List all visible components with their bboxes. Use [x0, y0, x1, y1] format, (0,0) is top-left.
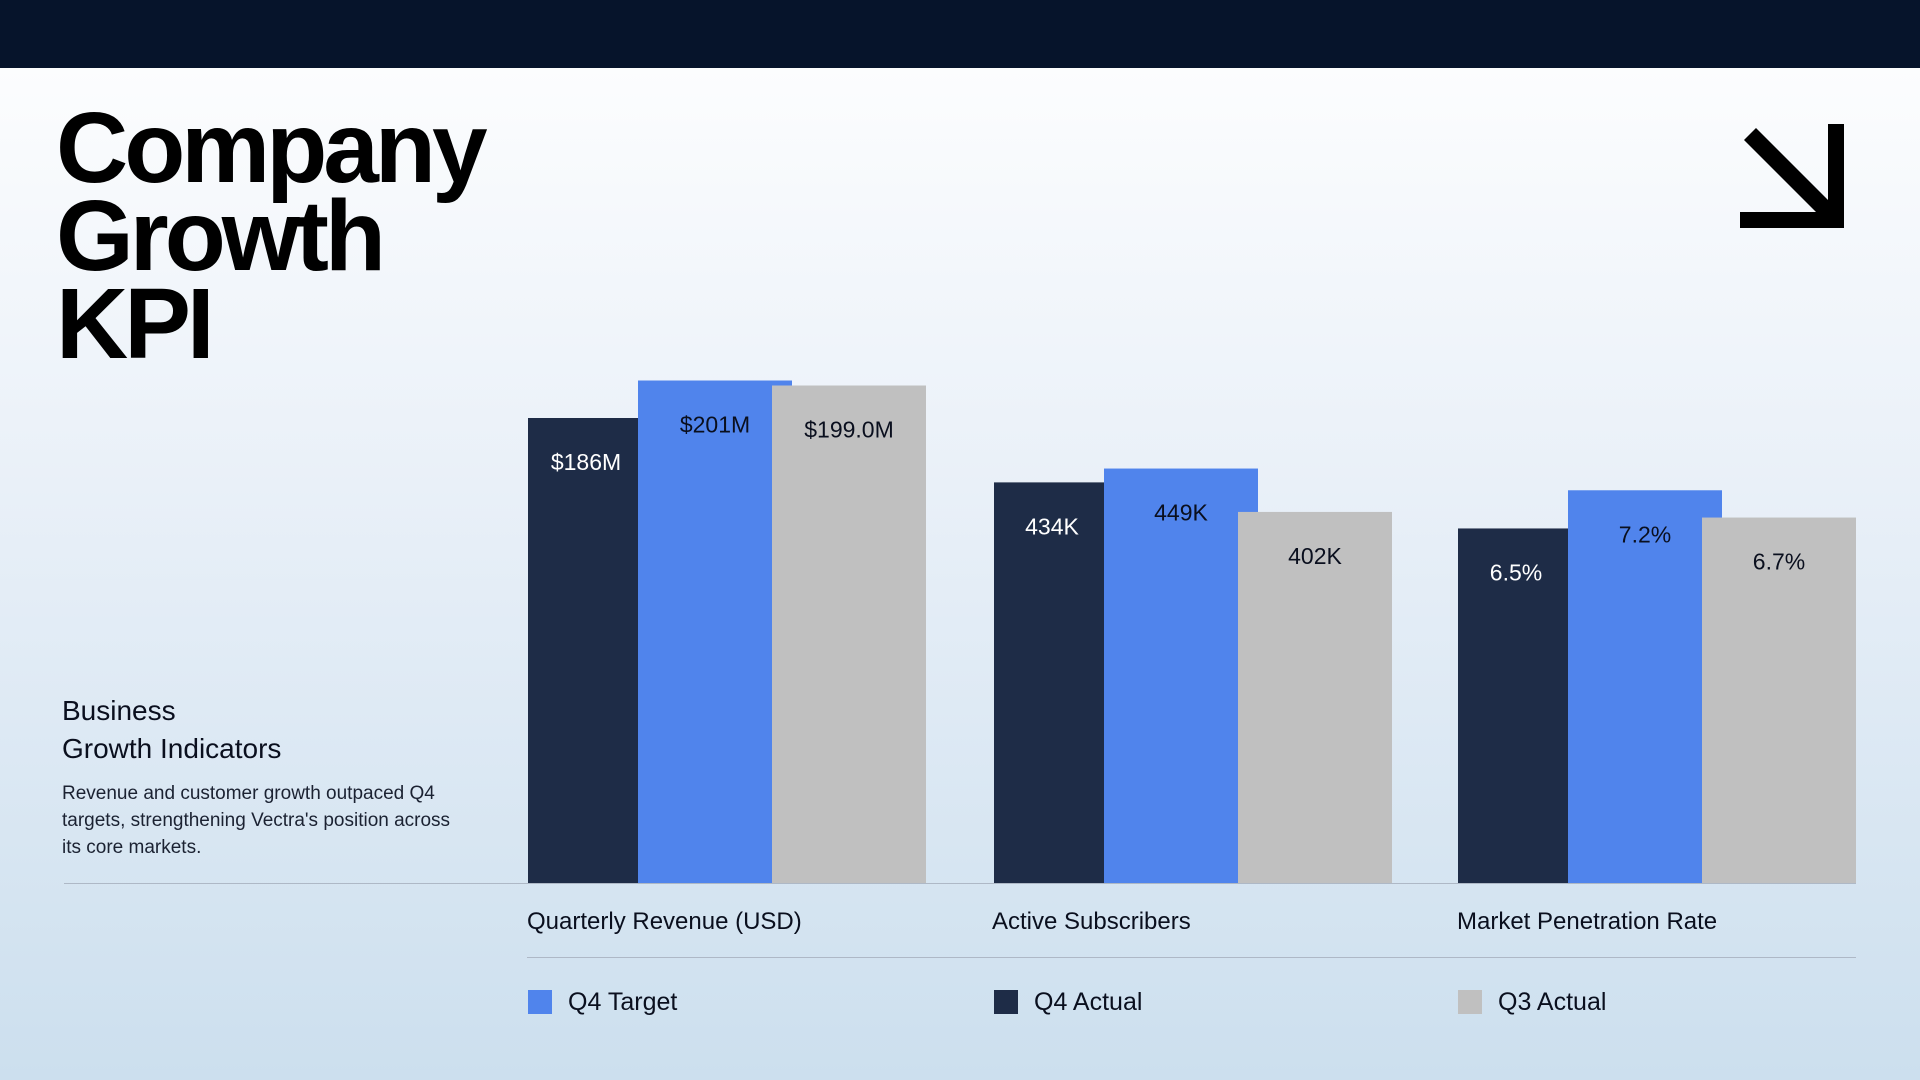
bar-revenue-q4-actual — [528, 418, 638, 883]
legend-label-q4-actual: Q4 Actual — [1034, 987, 1143, 1016]
legend-swatch-q3-actual — [1458, 990, 1482, 1014]
bar-label-revenue-q4-actual: $186M — [551, 449, 621, 475]
bar-label-revenue-q3-actual: $199.0M — [804, 417, 894, 443]
bar-label-revenue-q4-target: $201M — [680, 412, 750, 438]
legend-item-q4-actual: Q4 Actual — [994, 986, 1142, 1018]
bar-label-subscribers-q3-actual: 402K — [1288, 543, 1342, 569]
category-label-subscribers: Active Subscribers — [992, 908, 1191, 935]
title-line-2: Growth — [56, 180, 386, 292]
bar-subscribers-q4-actual — [994, 482, 1104, 883]
section-subtitle: Business Growth Indicators — [62, 692, 422, 768]
bar-label-penetration-q4-target: 7.2% — [1619, 521, 1671, 547]
bar-penetration-q4-target — [1568, 490, 1722, 883]
bar-label-penetration-q4-actual: 6.5% — [1490, 559, 1542, 585]
bar-subscribers-q4-target — [1104, 468, 1258, 883]
bar-subscribers-q3-actual — [1238, 511, 1392, 883]
legend-swatch-q4-target — [528, 990, 552, 1014]
page-title: Company Growth KPI — [56, 92, 488, 380]
legend-swatch-q4-actual — [994, 990, 1018, 1014]
legend-label-q4-target: Q4 Target — [568, 987, 678, 1016]
bar-label-penetration-q3-actual: 6.7% — [1753, 549, 1805, 575]
legend-divider — [527, 957, 1856, 958]
category-label-penetration: Market Penetration Rate — [1457, 908, 1718, 935]
bar-revenue-q4-target — [638, 380, 792, 883]
category-label-revenue: Quarterly Revenue (USD) — [527, 908, 802, 935]
bar-label-subscribers-q4-actual: 434K — [1025, 513, 1079, 539]
subtitle-line-1: Business — [62, 695, 176, 726]
bar-label-subscribers-q4-target: 449K — [1154, 500, 1208, 526]
legend-label-q3-actual: Q3 Actual — [1498, 987, 1607, 1016]
top-bar — [0, 0, 1920, 68]
chart-baseline — [64, 883, 1856, 884]
bar-penetration-q4-actual — [1458, 528, 1568, 883]
title-line-1: Company — [56, 92, 488, 204]
bar-penetration-q3-actual — [1702, 517, 1856, 883]
legend-item-q3-actual: Q3 Actual — [1458, 986, 1606, 1018]
legend-item-q4-target: Q4 Target — [528, 986, 677, 1018]
bar-revenue-q3-actual — [772, 385, 926, 883]
arrow-down-right-icon — [1740, 124, 1844, 228]
section-description: Revenue and customer growth outpaced Q4 … — [62, 783, 451, 858]
title-line-3: KPI — [56, 268, 215, 380]
subtitle-line-2: Growth Indicators — [62, 733, 282, 764]
